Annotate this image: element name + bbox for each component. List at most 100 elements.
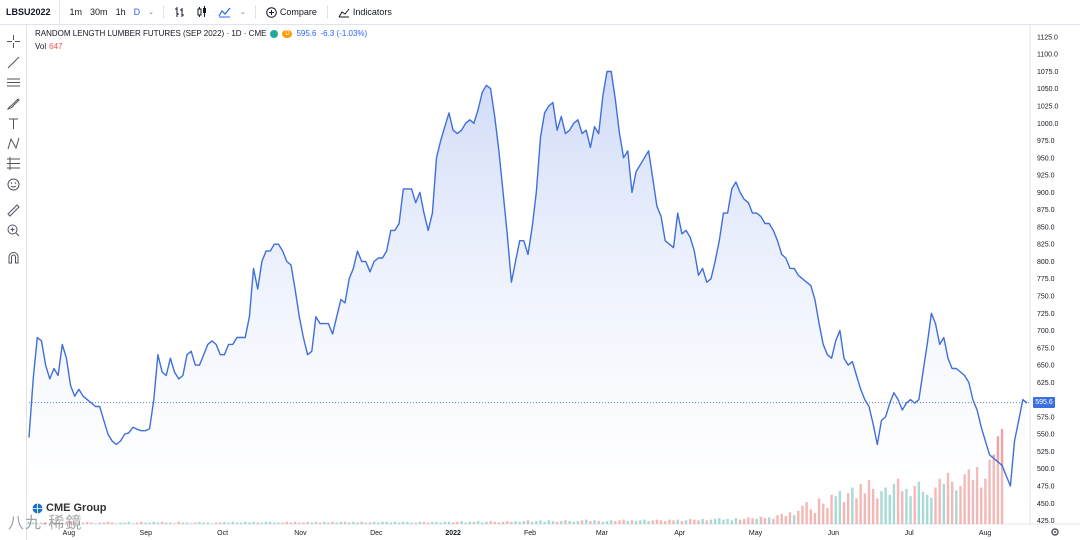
volume-bar xyxy=(876,498,879,524)
compare-button[interactable]: Compare xyxy=(261,6,322,18)
volume-bar xyxy=(219,522,222,524)
volume-bar xyxy=(589,521,592,524)
volume-bar xyxy=(235,522,239,524)
volume-bar xyxy=(609,520,613,524)
x-tick-label: 2022 xyxy=(445,530,461,537)
volume-bar xyxy=(626,521,629,524)
pattern-tool[interactable] xyxy=(5,135,21,151)
volume-bar xyxy=(655,519,659,524)
volume-bar xyxy=(780,513,783,524)
measure-tool[interactable] xyxy=(5,202,21,218)
y-tick-label: 750.0 xyxy=(1037,294,1055,301)
volume-bar xyxy=(726,518,729,524)
y-tick-label: 650.0 xyxy=(1037,363,1055,370)
volume-bar xyxy=(90,522,93,524)
volume-bar xyxy=(98,522,101,524)
volume-bar xyxy=(892,483,896,524)
volume-bar xyxy=(472,521,476,524)
volume-bar xyxy=(185,522,189,524)
x-tick-label: Oct xyxy=(217,530,228,537)
volume-bar xyxy=(464,522,467,524)
zoom-tool[interactable] xyxy=(5,222,21,238)
volume-bar xyxy=(643,519,646,524)
volume-bar xyxy=(963,474,966,524)
volume-bar xyxy=(476,521,480,524)
volume-bar xyxy=(289,522,293,524)
crosshair-tool[interactable] xyxy=(5,33,21,49)
indicators-button[interactable]: Indicators xyxy=(333,7,397,18)
crosshair-icon xyxy=(6,34,20,48)
volume-bar xyxy=(194,522,197,524)
volume-bar xyxy=(630,520,634,524)
volume-bar xyxy=(323,521,326,524)
brush-tool[interactable] xyxy=(5,95,21,111)
volume-bar xyxy=(402,521,405,524)
volume-bar xyxy=(356,522,359,524)
market-status-dot xyxy=(270,29,279,38)
x-tick-label: Nov xyxy=(294,530,307,537)
chart-title: RANDOM LENGTH LUMBER FUTURES (SEP 2022) … xyxy=(35,29,267,38)
volume-bar xyxy=(347,522,351,524)
timeframe-dropdown-chevron-icon[interactable]: ⌄ xyxy=(148,9,154,16)
y-tick-label: 825.0 xyxy=(1037,242,1055,249)
volume-bar xyxy=(896,478,900,524)
style-dropdown-chevron-icon[interactable]: ⌄ xyxy=(239,9,246,16)
text-tool[interactable] xyxy=(5,115,21,131)
emoji-tool[interactable] xyxy=(5,176,21,192)
volume-bar xyxy=(410,522,413,524)
candles-style-button[interactable] xyxy=(191,6,213,18)
drawing-toolbar xyxy=(0,25,27,540)
volume-bar xyxy=(86,521,89,524)
volume-bar xyxy=(447,521,451,524)
volume-bar xyxy=(560,521,563,524)
magnet-tool[interactable] xyxy=(5,249,21,265)
trend-line-tool[interactable] xyxy=(5,54,21,70)
horizontal-lines-icon xyxy=(6,78,20,86)
bar-style-button[interactable] xyxy=(169,6,191,18)
y-tick-label: 475.0 xyxy=(1037,484,1055,491)
volume-bar xyxy=(119,522,122,524)
x-tick-label: May xyxy=(749,530,763,537)
candles-icon xyxy=(197,6,206,17)
volume-bar xyxy=(102,522,106,524)
volume-bar xyxy=(568,521,571,524)
volume-bar xyxy=(842,502,846,524)
chart-settings-button[interactable] xyxy=(1050,527,1060,540)
volume-bar xyxy=(227,522,230,524)
x-tick-label: Feb xyxy=(524,530,536,537)
volume-bar xyxy=(959,486,962,524)
volume-bar xyxy=(468,521,471,524)
volume-bar xyxy=(518,521,521,524)
volume-bar xyxy=(888,494,891,524)
price-area-fill xyxy=(29,71,1027,524)
fib-tool[interactable] xyxy=(5,74,21,90)
timeframe-1m-button[interactable]: 1m xyxy=(69,7,83,17)
magnet-icon xyxy=(8,251,18,263)
timeframe-30m-button[interactable]: 30m xyxy=(90,7,108,17)
y-tick-label: 1050.0 xyxy=(1037,86,1059,93)
area-style-button[interactable] xyxy=(213,6,236,18)
volume-bar xyxy=(693,519,696,524)
volume-bar xyxy=(169,522,172,524)
y-tick-label: 450.0 xyxy=(1037,501,1055,508)
volume-bar xyxy=(115,523,118,524)
volume-bar xyxy=(223,521,226,524)
volume-bar xyxy=(971,480,975,524)
volume-bar xyxy=(664,521,667,524)
prediction-tool[interactable] xyxy=(5,155,21,171)
volume-bar xyxy=(701,518,704,524)
volume-bar xyxy=(938,478,941,524)
timeframe-d-button[interactable]: D xyxy=(133,7,141,17)
volume-bar xyxy=(298,522,301,524)
cme-brand-text: CME Group xyxy=(46,502,107,514)
volume-bar xyxy=(672,520,675,524)
timeframe-1h-button[interactable]: 1h xyxy=(115,7,126,17)
volume-bar xyxy=(306,521,309,524)
volume-bar xyxy=(210,523,214,524)
symbol-search-button[interactable]: LBSU2022 xyxy=(0,0,60,24)
volume-bar xyxy=(493,521,496,524)
volume-bar xyxy=(543,521,546,524)
zoom-in-icon xyxy=(7,224,19,236)
volume-bar xyxy=(917,481,921,524)
